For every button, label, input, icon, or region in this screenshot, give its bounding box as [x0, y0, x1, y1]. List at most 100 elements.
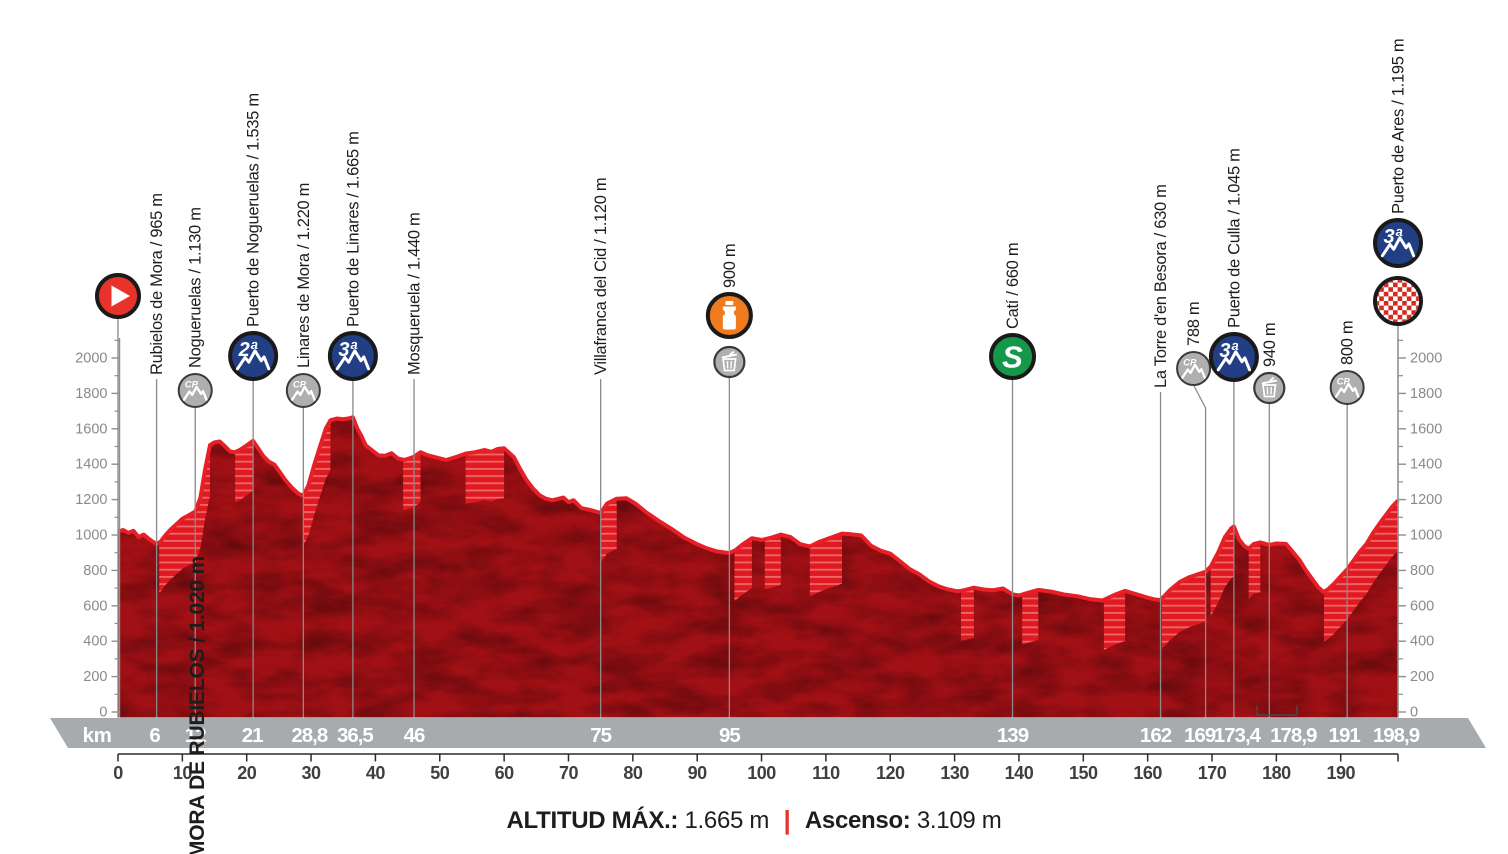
- climb-segment: [600, 498, 617, 563]
- climb-segment: [1324, 500, 1398, 642]
- x-axis-tick-label: 110: [812, 763, 840, 783]
- waypoint-label: 800 m: [1339, 321, 1357, 365]
- km-bar-value: 21: [242, 724, 263, 747]
- waypoint-label: 940 m: [1261, 323, 1279, 367]
- climb-segment: [1103, 590, 1126, 650]
- y-axis-tick-label: 800: [83, 563, 107, 579]
- x-axis-tick-label: 150: [1069, 763, 1098, 783]
- stats-separator: |: [783, 805, 791, 835]
- km-bar-value: 6: [149, 724, 160, 747]
- x-axis-tick-label: 80: [623, 763, 643, 783]
- km-bar-value: 169: [1184, 724, 1216, 747]
- km-bar-value: 46: [404, 724, 425, 747]
- climb-segment: [303, 420, 331, 546]
- y-axis-tick-label: 0: [1410, 705, 1418, 721]
- waypoint-label: Mosqueruela / 1.440 m: [406, 213, 424, 375]
- elevation-top-edge: [117, 415, 1400, 603]
- climb-segment: [1161, 571, 1206, 649]
- climb-segment: [734, 538, 752, 601]
- km-bar-value: 12: [185, 724, 206, 747]
- y-axis-tick-label: 400: [1410, 634, 1434, 650]
- y-axis-tick-label: 1800: [1410, 386, 1442, 402]
- x-axis-tick-label: 190: [1326, 763, 1355, 783]
- start-icon: [95, 273, 141, 319]
- y-axis-tick-label: 600: [83, 598, 107, 614]
- climb-segment: [1022, 589, 1039, 645]
- x-axis-tick-label: 130: [940, 763, 969, 783]
- km-bar-value: 162: [1140, 724, 1172, 747]
- climb-segment: [465, 448, 505, 504]
- litter-zone-icon: [713, 345, 746, 379]
- x-axis-tick-label: 100: [747, 763, 776, 783]
- x-axis-tick-label: 0: [113, 763, 123, 783]
- category-3-climb-icon: 3ª: [1373, 218, 1424, 268]
- y-axis-tick-label: 200: [83, 669, 107, 685]
- checkpoint-icon: CP: [1176, 351, 1212, 386]
- waypoint-label: Rubielos de Mora / 965 m: [148, 193, 166, 375]
- x-axis-tick-label: 30: [302, 763, 322, 783]
- waypoint-label: 788 m: [1185, 302, 1203, 346]
- km-bar-value: 139: [997, 724, 1029, 747]
- km-bar-value: 95: [719, 724, 740, 747]
- x-axis-tick-label: 10: [173, 763, 193, 783]
- y-axis-tick-label: 2000: [1410, 351, 1442, 367]
- x-axis-tick-label: 160: [1133, 763, 1162, 783]
- km-bar-value: 173,4: [1214, 724, 1262, 747]
- climb-segment: [403, 452, 421, 510]
- svg-text:CP: CP: [185, 380, 199, 391]
- climb-segment: [1248, 542, 1261, 599]
- waypoint-label: Puerto de Culla / 1.045 m: [1225, 148, 1243, 328]
- y-axis-tick-label: 1600: [75, 421, 107, 437]
- svg-text:S: S: [1002, 340, 1023, 375]
- y-axis-tick-label: 2000: [75, 351, 107, 367]
- y-axis-tick-label: 1200: [75, 492, 107, 508]
- ascent-label: Ascenso:: [804, 807, 911, 834]
- x-axis-tick-label: 180: [1262, 763, 1291, 783]
- y-axis-tick-label: 0: [99, 705, 107, 721]
- x-axis-tick-label: 140: [1005, 763, 1034, 783]
- waypoint-label: Linares de Mora / 1.220 m: [295, 183, 313, 368]
- climb-segment: [764, 534, 781, 590]
- waypoint-label: Puerto de Nogueruelas / 1.535 m: [245, 93, 263, 327]
- km-bar-value: 28,8: [291, 724, 327, 747]
- waypoint-pole: [1193, 384, 1207, 718]
- x-axis-tick-label: 40: [366, 763, 386, 783]
- x-axis-tick-label: 50: [430, 763, 450, 783]
- category-3-climb-icon: 3ª: [1208, 332, 1259, 382]
- svg-text:CP: CP: [293, 380, 307, 391]
- y-axis-tick-label: 1400: [1410, 457, 1442, 473]
- checkpoint-icon: CP: [1329, 370, 1365, 405]
- y-axis-tick-label: 600: [1410, 598, 1434, 614]
- waypoint-label: Puerto de Ares / 1.195 m: [1390, 39, 1408, 214]
- category-3-climb-icon: 3ª: [327, 331, 378, 381]
- svg-text:CP: CP: [1183, 358, 1197, 369]
- km-bar-value: 36,5: [337, 724, 373, 747]
- climb-segment: [809, 533, 842, 597]
- y-axis-tick-label: 400: [83, 634, 107, 650]
- waypoint-label: Nogueruelas / 1.130 m: [187, 207, 205, 368]
- km-bar-unit: km: [83, 724, 112, 747]
- y-axis-tick-label: 1200: [1410, 492, 1442, 508]
- x-axis-tick-label: 120: [876, 763, 905, 783]
- feed-zone-icon: [705, 292, 753, 339]
- x-axis-tick-label: 70: [559, 763, 579, 783]
- y-axis-left: 0 200 400 600 800 1000 1200 1400 1600 1800 2000: [75, 338, 121, 721]
- waypoint-label: Villafranca del Cid / 1.120 m: [592, 178, 610, 375]
- waypoint-label: Catí / 660 m: [1004, 243, 1022, 329]
- category-2-climb-icon: 2ª: [228, 331, 279, 381]
- litter-zone-icon: [1253, 371, 1286, 405]
- x-axis-tick-label: 60: [495, 763, 515, 783]
- svg-text:CP: CP: [1337, 377, 1351, 388]
- stats-footer: ALTITUD MÁX.: 1.665 m | Ascenso: 3.109 m: [0, 804, 1508, 835]
- ascent-value: 3.109 m: [916, 807, 1002, 834]
- climb-segment: [961, 587, 974, 641]
- checkpoint-icon: CP: [285, 373, 321, 408]
- sprint-icon: S: [989, 333, 1037, 380]
- waypoint-label: Puerto de Linares / 1.665 m: [344, 131, 362, 327]
- waypoint-label: 900 m: [721, 244, 739, 288]
- climb-segment: [235, 440, 254, 503]
- altitude-max-label: ALTITUD MÁX.:: [506, 807, 679, 834]
